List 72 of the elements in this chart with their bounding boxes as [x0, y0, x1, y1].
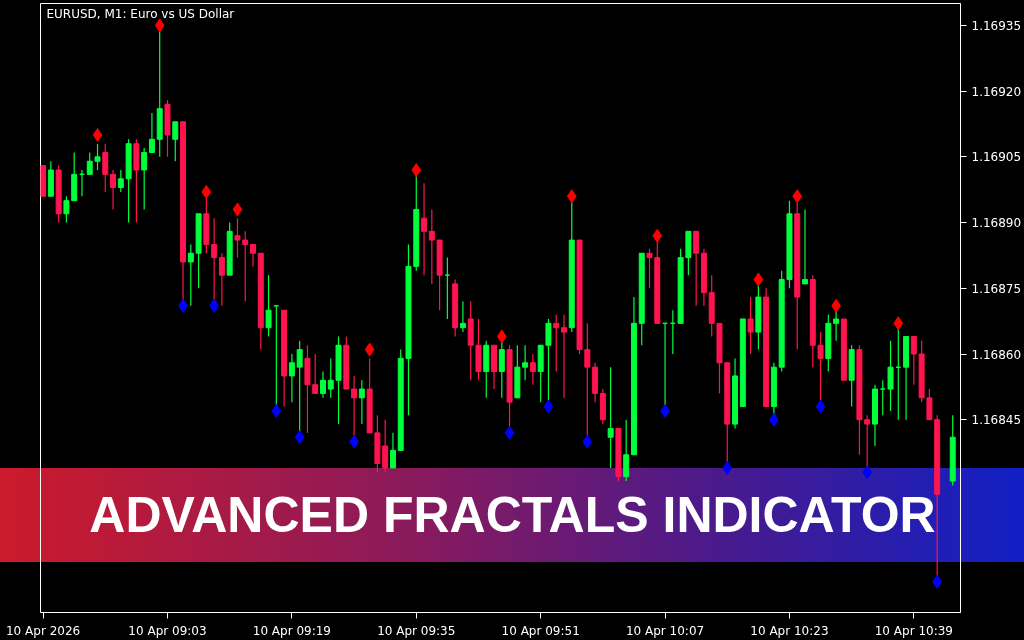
candlestick [747, 296, 754, 355]
point [364, 342, 375, 357]
point [792, 189, 803, 204]
candlestick [553, 313, 560, 373]
x-tick-label: 10 Apr 09:35 [377, 623, 456, 638]
candlestick [529, 353, 536, 386]
candlestick [879, 379, 886, 416]
text: ADVANCED FRACTALS INDICATOR [89, 486, 936, 543]
candlestick [141, 147, 148, 211]
candlestick [63, 195, 70, 224]
point [753, 272, 764, 287]
y-tick-label: 1.16905 [971, 150, 1022, 165]
candlestick [389, 432, 396, 469]
candlestick [86, 151, 93, 175]
candlestick [110, 169, 117, 211]
candlestick [421, 182, 428, 276]
candlestick [234, 217, 241, 259]
point [932, 574, 943, 589]
y-tick-label: 1.16890 [971, 216, 1022, 231]
candlestick [94, 143, 101, 171]
y-tick-label: 1.16860 [971, 347, 1022, 362]
y-tick-label: 1.16845 [971, 413, 1022, 428]
x-tick-label: 10 Apr 2026 [5, 623, 81, 638]
candlestick [887, 340, 894, 412]
candlestick [327, 357, 334, 399]
y-tick-label: 1.16875 [971, 281, 1022, 296]
point [652, 228, 663, 243]
point [862, 465, 873, 480]
point [271, 403, 282, 418]
point [411, 162, 422, 177]
point [543, 399, 554, 414]
point [232, 202, 243, 217]
y-tick-label: 1.16935 [971, 18, 1022, 33]
point [294, 430, 305, 445]
candlestick [910, 335, 917, 386]
point [504, 425, 515, 440]
x-tick-label: 10 Apr 09:51 [501, 623, 580, 638]
chart-subtitle: EURUSD, M1: Euro vs US Dollar [46, 6, 235, 21]
point [582, 434, 593, 449]
candlestick [693, 230, 700, 307]
point [92, 127, 103, 142]
candlestick [172, 121, 179, 162]
candlestick [444, 257, 451, 320]
point [815, 399, 826, 414]
candlestick [218, 252, 225, 307]
x-tick-label: 10 Apr 09:03 [128, 623, 207, 638]
candlestick [242, 230, 249, 303]
candlestick [187, 243, 194, 307]
x-tick-label: 10 Apr 10:07 [625, 623, 705, 638]
point [201, 184, 212, 199]
point [496, 329, 507, 344]
candlestick [102, 143, 109, 193]
candlestick [358, 379, 365, 425]
candlestick [250, 243, 256, 267]
candlestick [623, 419, 630, 482]
x-tick-label: 10 Apr 09:19 [252, 623, 332, 638]
point [722, 460, 733, 475]
candlestick [459, 300, 466, 333]
point [566, 189, 577, 204]
x-tick-label: 10 Apr 10:39 [874, 623, 953, 638]
candlestick [802, 208, 808, 285]
point [893, 316, 904, 331]
y-tick-label: 1.16920 [971, 84, 1022, 99]
candlestick [265, 274, 272, 338]
candlestick [607, 366, 614, 469]
candlestick [561, 313, 567, 399]
candlestick [148, 112, 155, 154]
point [154, 18, 165, 33]
x-tick-label: 10 Apr 10:23 [750, 623, 829, 638]
candlestick [522, 344, 529, 381]
candlestick [319, 370, 326, 399]
candlestick [288, 353, 295, 403]
